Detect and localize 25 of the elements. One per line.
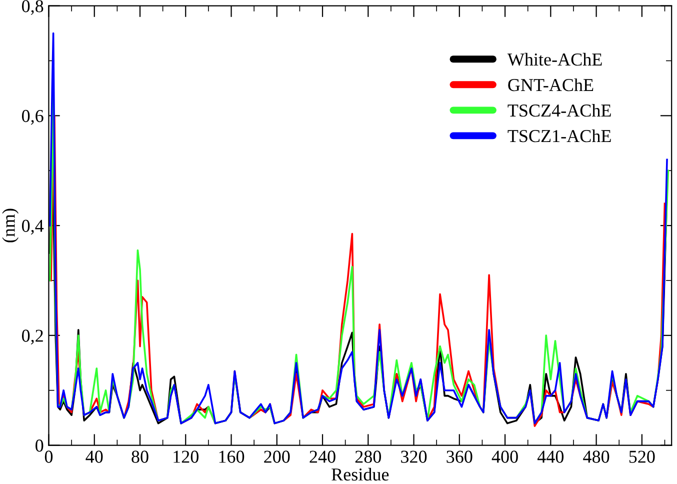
y-tick-label: 0,6 [22,110,44,125]
x-tick-label: 480 [583,450,610,463]
x-tick-label: 280 [355,450,381,463]
legend-label: White-AChE [507,52,602,66]
y-tick-label: 0,8 [22,0,44,15]
x-tick-label: 440 [537,450,564,463]
legend-label: GNT-AChE [508,78,594,92]
x-tick-label: 520 [629,450,655,463]
y-axis-title: (nm) [2,208,19,242]
x-tick-label: 160 [219,450,244,463]
y-tick-label: 0,2 [22,330,43,344]
x-tick-label: 240 [310,450,336,463]
y-tick-label: 0 [36,440,44,452]
x-axis-title: Residue [332,468,389,481]
legend-label: TSCZ4-AChE [508,104,611,117]
legend-label: TSCZ1-AChE [508,129,611,142]
x-tick-label: 320 [401,450,427,463]
x-tick-label: 360 [446,450,472,463]
x-tick-label: 120 [174,450,198,463]
x-tick-label: 400 [492,450,518,463]
y-tick-label: 0,4 [22,220,44,235]
x-tick-label: 200 [264,450,290,463]
x-tick-label: 0 [44,450,53,463]
x-tick-label: 40 [86,450,103,463]
x-tick-label: 80 [132,450,148,463]
